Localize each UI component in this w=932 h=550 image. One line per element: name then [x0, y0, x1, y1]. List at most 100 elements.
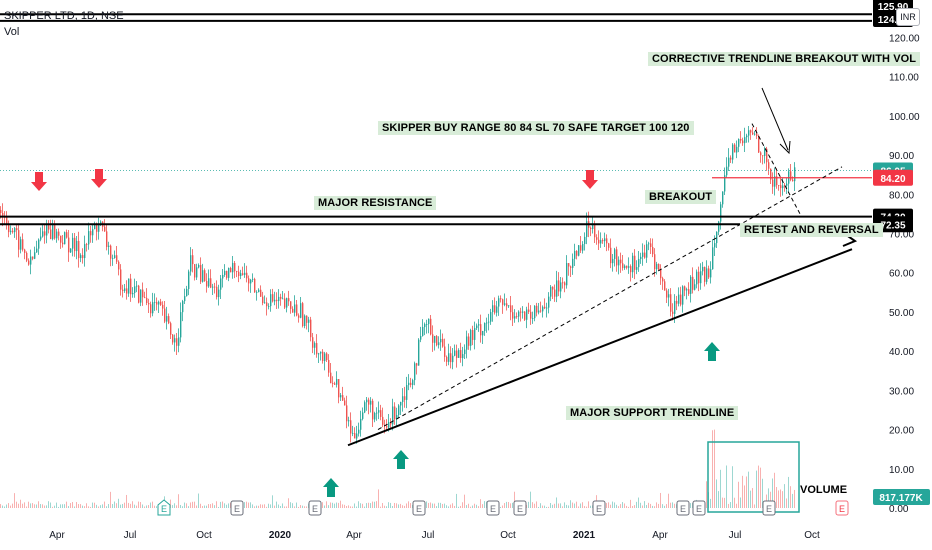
volume-bar [212, 503, 213, 508]
candle-body [86, 244, 88, 245]
candle-body [468, 336, 470, 346]
earnings-marker-label: E [596, 504, 602, 514]
dashed-support-trendline [377, 166, 843, 430]
volume-bar [182, 506, 183, 508]
volume-bar [534, 503, 535, 508]
volume-bar [530, 491, 531, 508]
volume-bar [274, 505, 275, 508]
candle-body [762, 155, 764, 157]
volume-bar [478, 506, 479, 508]
candle-body [388, 422, 390, 428]
volume-bar [772, 478, 773, 508]
candle-body [416, 363, 418, 366]
candle-body [248, 278, 250, 284]
volume-bar [464, 494, 465, 508]
x-tick-label: Oct [500, 530, 516, 541]
candle-body [58, 231, 60, 236]
candle-body [218, 289, 220, 298]
candle-body [478, 324, 480, 326]
candle-body [202, 270, 204, 282]
volume-bar [152, 501, 153, 508]
candle-body [322, 351, 324, 362]
candle-body [250, 279, 252, 284]
y-tick-label: 40.00 [889, 347, 914, 358]
candle-body [590, 227, 592, 230]
volume-bar [58, 506, 59, 508]
volume-bar [644, 501, 645, 508]
candle-body [766, 148, 768, 163]
volume-bar [328, 505, 329, 508]
volume-bar [790, 486, 791, 508]
candle-body [208, 278, 210, 287]
candle-body [642, 252, 644, 257]
volume-bar [576, 501, 577, 508]
candle-body [610, 247, 612, 264]
candle-body [186, 288, 188, 297]
candle-body [566, 263, 568, 286]
volume-bar [392, 506, 393, 508]
volume-bar [254, 506, 255, 508]
volume-bar [296, 502, 297, 508]
candle-body [744, 137, 746, 144]
candle-body [408, 382, 410, 386]
volume-bar [74, 506, 75, 508]
volume-bar [674, 503, 675, 508]
volume-bar [756, 470, 757, 508]
candle-body [600, 240, 602, 244]
candle-body [696, 271, 698, 285]
volume-bar [638, 497, 639, 508]
candle-body [402, 396, 404, 402]
volume-bar [434, 503, 435, 508]
candle-body [574, 251, 576, 259]
candle-body [114, 255, 116, 258]
corrective-trendline [751, 123, 801, 215]
candle-body [628, 266, 630, 268]
candle-body [456, 350, 458, 358]
candle-body [140, 289, 142, 303]
volume-bar [726, 465, 727, 508]
candle-body [660, 269, 662, 279]
volume-bar [502, 505, 503, 508]
annotation-support-trendline: MAJOR SUPPORT TRENDLINE [566, 406, 739, 420]
volume-bar [132, 501, 133, 508]
volume-bar [458, 506, 459, 508]
volume-bar [54, 505, 55, 508]
candle-body [594, 224, 596, 238]
candle-body [46, 224, 48, 236]
volume-bar [742, 475, 743, 508]
earnings-marker [592, 500, 606, 516]
volume-bar [42, 504, 43, 508]
candle-body [580, 245, 582, 251]
candle-body [348, 420, 350, 422]
volume-bar [410, 503, 411, 508]
volume-bar [554, 503, 555, 508]
volume-bar [108, 504, 109, 508]
candle-body [460, 350, 462, 359]
currency-badge[interactable]: INR [896, 8, 920, 26]
candle-body [528, 309, 530, 312]
volume-bar [294, 506, 295, 508]
candle-body [112, 257, 114, 259]
x-tick-label: 2020 [269, 530, 292, 541]
volume-bar [578, 506, 579, 508]
volume-bar [400, 503, 401, 508]
candle-body [520, 311, 522, 313]
candle-body [142, 289, 144, 298]
candle-body [602, 240, 604, 242]
candle-body [268, 306, 270, 307]
volume-bar [268, 503, 269, 508]
candle-body [386, 425, 388, 428]
candle-body [148, 303, 150, 305]
candle-body [666, 290, 668, 298]
candle-body [578, 245, 580, 256]
volume-bar [50, 502, 51, 508]
candle-body [658, 263, 660, 270]
candle-body [662, 278, 664, 282]
volume-bar [70, 503, 71, 508]
volume-bar [252, 504, 253, 508]
x-tick-label: Oct [804, 530, 820, 541]
candle-body [450, 353, 452, 363]
candle-body [178, 337, 180, 346]
candle-body [426, 324, 428, 325]
